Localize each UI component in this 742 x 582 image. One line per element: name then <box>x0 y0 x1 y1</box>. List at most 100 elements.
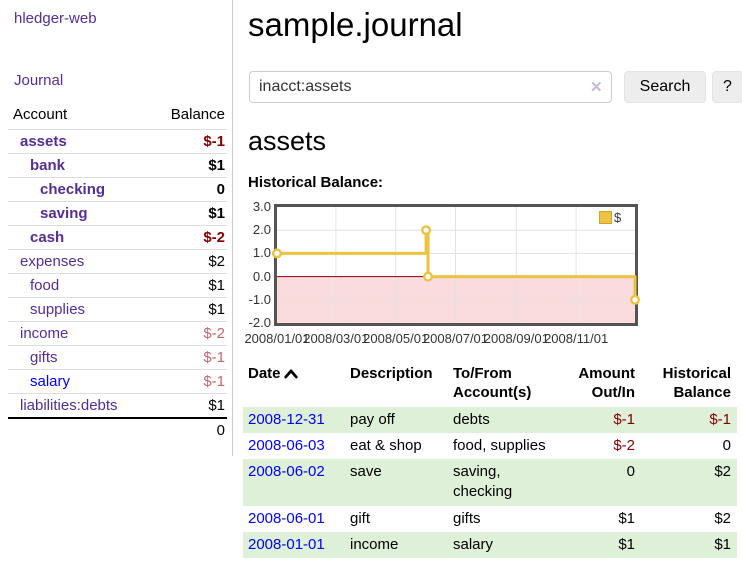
search-button[interactable]: Search <box>624 71 706 103</box>
date-link[interactable]: 2008-06-03 <box>248 436 325 454</box>
account-cell: supplies <box>8 298 148 322</box>
register-date-cell: 2008-01-01 <box>243 532 345 558</box>
y-axis-tick-label: 2.0 <box>252 222 271 238</box>
account-link-bank[interactable]: bank <box>30 157 66 174</box>
account-balance: $1 <box>208 397 225 414</box>
account-row: cash $-2 <box>8 225 227 250</box>
y-axis-tick-label: 3.0 <box>252 199 271 214</box>
account-link-liabilities-debts[interactable]: liabilities:debts <box>20 397 118 414</box>
account-balance: $2 <box>208 253 225 270</box>
date-link[interactable]: 2008-06-02 <box>248 463 325 480</box>
register-amount-cell: $1 <box>618 509 635 527</box>
account-cell: salary <box>8 370 148 394</box>
account-link-checking[interactable]: checking <box>40 181 106 198</box>
register-description-cell: pay off <box>350 410 395 428</box>
account-balance: $1 <box>208 277 225 294</box>
register-header-amount: Amount Out/In <box>578 365 635 401</box>
accounts-total-row: 0 <box>8 418 227 442</box>
chart-plot-area <box>272 204 641 326</box>
account-link-income[interactable]: income <box>20 325 69 342</box>
accounts-header-account: Account <box>13 106 68 123</box>
register-row: 2008-06-03 eat & shop food, supplies $-2 0 <box>243 433 737 459</box>
account-row: saving $1 <box>8 201 227 226</box>
register-amount-cell: $1 <box>618 535 635 553</box>
legend-label: $ <box>614 210 622 225</box>
register-header-date[interactable]: Date <box>243 362 345 407</box>
date-link[interactable]: 2008-12-31 <box>248 410 325 428</box>
register-balance-cell: $-1 <box>709 410 731 428</box>
clear-search-icon[interactable]: ✕ <box>590 79 603 96</box>
register-accounts-cell: salary <box>453 535 494 553</box>
account-link-assets[interactable]: assets <box>20 133 67 150</box>
accounts-total-value: 0 <box>216 422 225 439</box>
register-date-cell: 2008-06-01 <box>243 506 345 532</box>
account-row: income $-2 <box>8 321 227 346</box>
x-axis-tick-label: 2008/01/01 <box>244 331 310 346</box>
app-title-link[interactable]: hledger-web <box>14 10 97 27</box>
account-balance: $1 <box>208 205 225 222</box>
register-header-row: Date Description To/From Account(s) Amou… <box>243 362 737 407</box>
account-cell: bank <box>8 154 148 178</box>
account-row: salary $-1 <box>8 369 227 394</box>
account-link-cash[interactable]: cash <box>30 229 65 246</box>
date-link[interactable]: 2008-06-01 <box>248 509 325 527</box>
register-description-cell: gift <box>350 509 371 527</box>
date-link[interactable]: 2008-01-01 <box>248 535 325 553</box>
account-link-expenses[interactable]: expenses <box>20 253 85 270</box>
account-balance: $-1 <box>203 133 225 150</box>
y-axis-tick-label: -2.0 <box>248 315 271 330</box>
account-row: gifts $-1 <box>8 345 227 370</box>
sort-ascending-icon <box>283 366 298 385</box>
account-link-gifts[interactable]: gifts <box>30 349 58 366</box>
account-link-salary[interactable]: salary <box>30 373 71 390</box>
account-cell: saving <box>8 202 148 226</box>
historical-balance-chart: $ 3.0 2.0 1.0 0.0 -1.0 -2.0 2008/01/01 2008/03/… <box>240 199 742 350</box>
register-accounts-cell: debts <box>453 410 490 428</box>
account-balance: $-1 <box>203 349 225 366</box>
register-balance-cell: $1 <box>714 535 731 553</box>
register-header-tofrom: To/From Account(s) <box>453 365 532 401</box>
register-amount-cell: 0 <box>626 463 635 480</box>
account-link-supplies[interactable]: supplies <box>30 301 86 318</box>
register-description-cell: income <box>350 535 399 553</box>
search-bar: ✕ Search ? <box>249 71 742 103</box>
account-row: bank $1 <box>8 153 227 178</box>
page-title: sample.journal <box>248 6 463 43</box>
search-input[interactable] <box>249 71 612 103</box>
register-row: 2008-06-02 save saving, checking 0 $2 <box>243 459 737 506</box>
main-content: sample.journal ✕ Search ? assets Histori… <box>240 0 742 582</box>
nav-journal-link[interactable]: Journal <box>14 72 64 89</box>
register-accounts-cell: food, supplies <box>453 436 546 454</box>
y-axis-tick-label: -1.0 <box>248 291 271 307</box>
register-header-description: Description <box>350 365 433 382</box>
account-link-food[interactable]: food <box>30 277 60 294</box>
account-row: expenses $2 <box>8 249 227 274</box>
accounts-header-row: Account Balance <box>8 102 227 130</box>
register-row: 2008-01-01 income salary $1 $1 <box>243 531 737 558</box>
help-button[interactable]: ? <box>712 71 742 103</box>
register-date-cell: 2008-12-31 <box>243 407 345 433</box>
account-cell: food <box>8 274 148 298</box>
x-axis-tick-label: 2008/03/01 <box>303 331 369 346</box>
register-description-cell: eat & shop <box>350 436 422 454</box>
account-balance: $-2 <box>203 325 225 342</box>
register-balance-cell: $2 <box>714 463 731 480</box>
register-amount-cell: $-2 <box>613 436 635 454</box>
account-cell: gifts <box>8 346 148 370</box>
register-row: 2008-12-31 pay off debts $-1 $-1 <box>243 406 737 433</box>
account-cell: income <box>8 322 148 346</box>
accounts-header-balance: Balance <box>170 106 225 123</box>
legend-swatch-icon <box>599 211 612 224</box>
account-cell: liabilities:debts <box>8 394 148 419</box>
register-row: 2008-06-01 gift gifts $1 $2 <box>243 506 737 532</box>
register-balance-cell: $2 <box>714 509 731 527</box>
account-balance: $-1 <box>203 373 225 390</box>
x-axis-tick-label: 2008/11/01 <box>544 331 609 346</box>
account-row: checking 0 <box>8 177 227 202</box>
account-cell: expenses <box>8 250 148 274</box>
register-accounts-cell: gifts <box>453 509 481 527</box>
x-axis-tick-label: 2008/09/01 <box>483 331 549 346</box>
account-balance: $1 <box>208 157 225 174</box>
account-link-saving[interactable]: saving <box>40 205 88 222</box>
account-balance: $-2 <box>203 229 225 246</box>
